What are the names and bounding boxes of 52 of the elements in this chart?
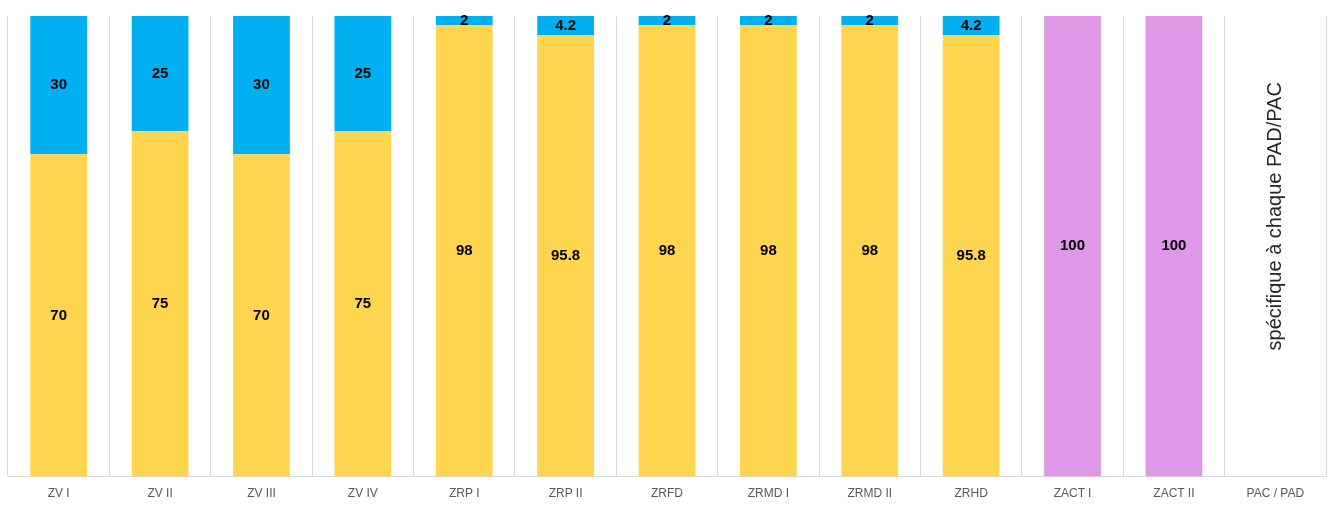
data-label: 2 xyxy=(764,10,773,28)
data-label: 4.2 xyxy=(555,15,577,33)
bar xyxy=(131,131,189,477)
x-tick-label: ZACT II xyxy=(1153,486,1195,501)
x-tick-label: ZV II xyxy=(147,486,173,501)
bar xyxy=(233,16,290,155)
data-label: 4.2 xyxy=(960,15,982,33)
data-label: 98 xyxy=(760,241,777,259)
data-label: 2 xyxy=(662,10,672,28)
bar xyxy=(131,16,189,132)
x-tick-label: ZRP I xyxy=(449,486,480,501)
bar xyxy=(334,16,392,132)
bar xyxy=(841,25,899,477)
bar xyxy=(1145,16,1203,477)
bar xyxy=(1044,16,1101,477)
data-label: 98 xyxy=(658,241,676,259)
data-label: 30 xyxy=(50,75,68,93)
annotation: spécifique à chaque PAD/PAC xyxy=(1262,82,1285,351)
data-label: 75 xyxy=(151,294,169,312)
bar xyxy=(233,154,290,477)
data-label: 70 xyxy=(50,305,68,323)
bar xyxy=(30,16,88,155)
x-tick-label: ZRFD xyxy=(651,486,684,501)
data-label: 25 xyxy=(354,63,372,81)
x-tick-label: ZV IV xyxy=(347,486,378,501)
data-label: 98 xyxy=(455,241,473,259)
x-tick-label: ZRMD II xyxy=(847,486,893,501)
bar xyxy=(638,25,696,477)
x-tick-label: ZRHD xyxy=(954,486,989,501)
bar xyxy=(942,35,1000,477)
bar xyxy=(537,35,594,477)
data-label: 95.8 xyxy=(551,246,581,264)
data-label: 30 xyxy=(253,75,270,93)
bar xyxy=(740,25,797,477)
data-label: 2 xyxy=(865,10,874,28)
bar xyxy=(334,131,392,477)
data-label: 100 xyxy=(1060,236,1086,254)
data-label: 70 xyxy=(253,305,270,323)
x-tick-label: ZRMD I xyxy=(747,486,790,501)
x-tick-label: ZRP II xyxy=(548,486,583,501)
data-label: 2 xyxy=(460,10,469,28)
data-label: 75 xyxy=(354,294,372,312)
data-label: 100 xyxy=(1161,236,1187,254)
x-tick-label: ZV III xyxy=(247,486,276,501)
bar xyxy=(435,25,493,477)
x-tick-label: PAC / PAD xyxy=(1246,486,1305,501)
data-label: 95.8 xyxy=(956,246,986,264)
data-label: 98 xyxy=(861,241,879,259)
bar xyxy=(30,154,88,477)
x-tick-label: ZV I xyxy=(47,486,70,501)
x-tick-label: ZACT I xyxy=(1053,486,1092,501)
data-label: 25 xyxy=(151,63,169,81)
